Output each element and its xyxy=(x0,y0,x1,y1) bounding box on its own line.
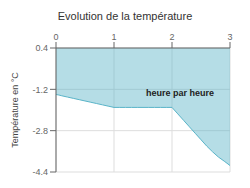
svg-text:0.4: 0.4 xyxy=(35,43,48,53)
html-text:Evolution de la température: Evolution de la température xyxy=(57,10,193,22)
svg-text:-1.2: -1.2 xyxy=(32,85,48,95)
svg-text:heure par heure: heure par heure xyxy=(146,88,214,98)
svg-text:-2.8: -2.8 xyxy=(32,126,48,136)
svg-text:-4.4: -4.4 xyxy=(32,167,48,176)
svg-text:Température en °C: Température en °C xyxy=(10,72,20,148)
svg-text:0: 0 xyxy=(53,32,58,42)
svg-text:2: 2 xyxy=(169,32,174,42)
svg-text:3: 3 xyxy=(227,32,232,42)
svg-text:1: 1 xyxy=(111,32,116,42)
